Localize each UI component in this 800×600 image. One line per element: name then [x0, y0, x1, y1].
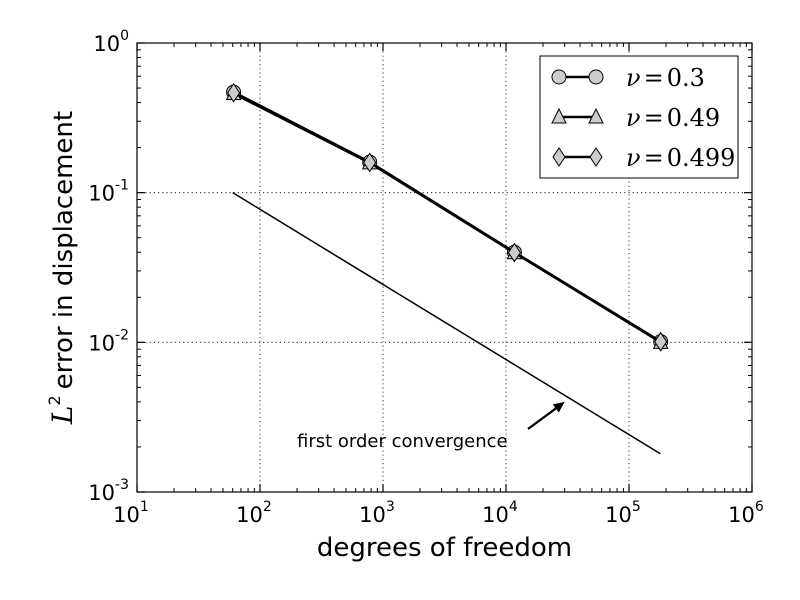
x-tick-label: 106: [728, 499, 764, 527]
legend-marker-diamond: [589, 147, 603, 167]
y-axis-label-sup: 2: [45, 395, 64, 405]
x-tick-label: 103: [359, 499, 395, 527]
annotation-group: first order convergence: [297, 401, 565, 452]
y-axis-label-text: error in displacement: [49, 111, 79, 389]
legend-marker-diamond: [552, 147, 566, 167]
x-axis-label: degrees of freedom: [317, 533, 572, 563]
legend-marker-triangle: [551, 107, 567, 124]
series-diamond: [226, 82, 668, 352]
legend-entry-diamond: ν = 0.499: [552, 144, 735, 172]
y-tick-label: 10-2: [88, 327, 129, 355]
x-tick-label: 104: [482, 499, 518, 527]
legend: ν = 0.3 ν = 0.49 ν = 0.499: [539, 55, 739, 179]
first-order-reference-line: [232, 192, 661, 455]
data-point-diamond: [654, 331, 668, 352]
y-tick-label: 100: [93, 28, 129, 56]
x-tick-label: 102: [236, 499, 272, 527]
y-tick-label: 10-3: [88, 477, 129, 505]
series-line-diamond: [233, 91, 662, 343]
legend-entry-triangle: ν = 0.49: [551, 104, 720, 132]
legend-entry-circle: ν = 0.3: [551, 64, 705, 92]
y-axis-label-symbol: L: [46, 406, 79, 426]
legend-label: ν = 0.49: [626, 104, 720, 132]
x-tick-label: 105: [605, 499, 641, 527]
annotation-arrowhead: [552, 401, 565, 413]
legend-label: ν = 0.499: [626, 144, 735, 172]
annotation-arrow: [527, 407, 557, 430]
y-axis-label: L2 error in displacement: [45, 111, 79, 425]
legend-marker-circle: [588, 69, 604, 85]
legend-marker-triangle: [588, 107, 604, 124]
axis-ticks: [136, 42, 753, 493]
plot-area-frame: [136, 42, 753, 493]
x-tick-label: 101: [113, 499, 149, 527]
data-point-diamond: [507, 242, 521, 263]
data-point-diamond: [226, 82, 241, 103]
data-point-diamond: [363, 152, 377, 173]
y-tick-label: 10-1: [88, 178, 129, 206]
legend-label: ν = 0.3: [626, 64, 705, 92]
grid-lines: [137, 43, 752, 492]
annotation-text: first order convergence: [297, 431, 508, 452]
reference-line-group: [232, 192, 661, 455]
tick-labels: 101 102 103 104 105 106 10-3 10-2 10-1 100: [88, 28, 764, 527]
legend-marker-circle: [551, 69, 567, 85]
series-group: [225, 82, 669, 352]
